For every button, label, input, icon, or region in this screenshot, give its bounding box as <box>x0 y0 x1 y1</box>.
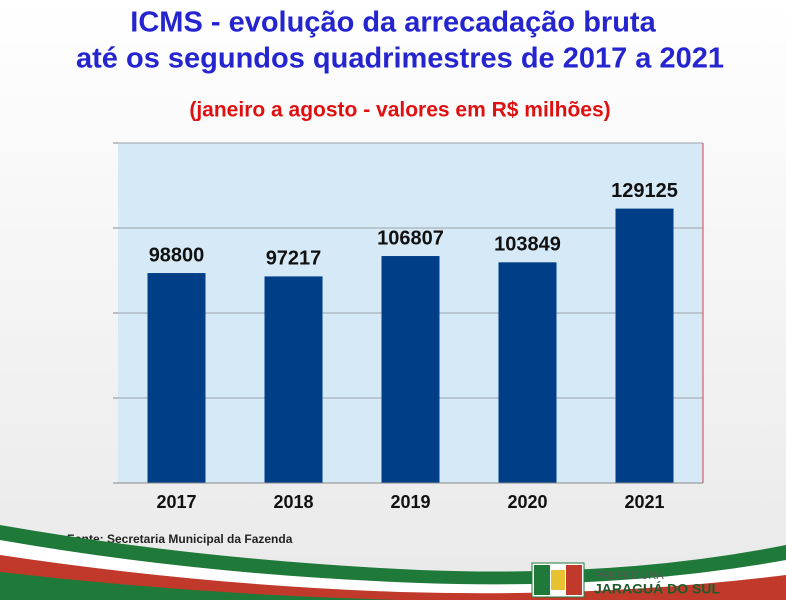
chart-subtitle: (janeiro a agosto - valores em R$ milhõe… <box>189 99 610 122</box>
bar <box>381 256 440 483</box>
x-tick-label: 2017 <box>156 492 196 512</box>
x-tick-label: 2021 <box>624 492 664 512</box>
bar <box>498 262 557 483</box>
chart-title-line2: até os segundos quadrimestres de 2017 a … <box>76 43 724 75</box>
x-tick-label: 2019 <box>390 492 430 512</box>
logo-line2: JARAGUÁ DO SUL <box>594 581 720 597</box>
data-label: 97217 <box>266 248 322 270</box>
logo-line1: PREFEITURA <box>594 570 664 582</box>
x-tick-label: 2020 <box>507 492 547 512</box>
chart-title: ICMS - evolução da arrecadação bruta <box>130 7 656 39</box>
bar <box>615 208 674 483</box>
bar <box>264 276 323 483</box>
source-note: Fonte: Secretaria Municipal da Fazenda <box>67 532 293 546</box>
data-label: 103849 <box>494 234 561 256</box>
x-tick-label: 2018 <box>273 492 313 512</box>
bar <box>147 273 206 483</box>
data-label: 98800 <box>149 244 205 266</box>
data-label: 106807 <box>377 227 444 249</box>
footer-waves <box>0 525 786 600</box>
logo <box>531 562 585 598</box>
data-label: 129125 <box>611 180 678 202</box>
